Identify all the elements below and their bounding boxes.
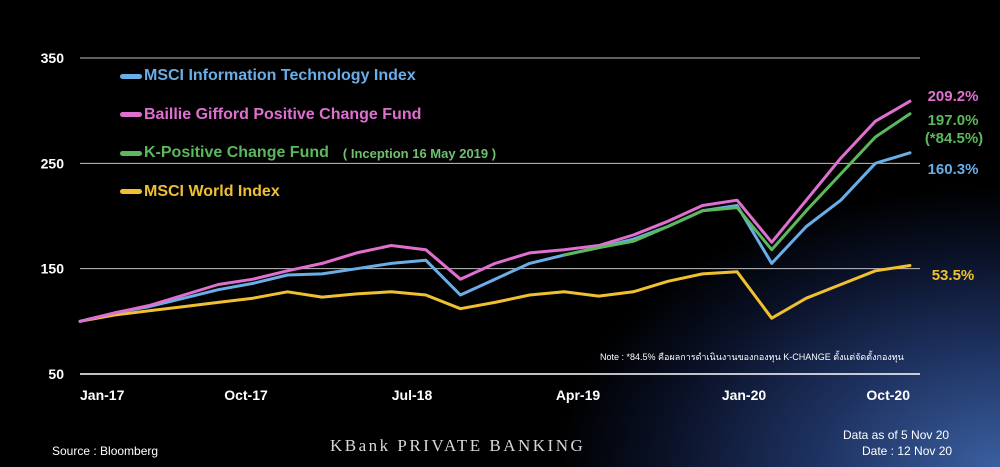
x-tick-label: Jul-18 (392, 387, 433, 403)
legend-swatch (120, 112, 142, 117)
legend-item: MSCI Information Technology Index (120, 66, 496, 86)
legend-label-msci-world: MSCI World Index (144, 182, 280, 200)
legend-item: MSCI World Index (120, 182, 496, 202)
legend-swatch (120, 189, 142, 194)
legend-item: K-Positive Change Fund ( Inception 16 Ma… (120, 143, 496, 163)
brand-logo-text: KBank PRIVATE BANKING (330, 436, 586, 455)
source-text: Source : Bloomberg (52, 444, 159, 458)
legend: MSCI Information Technology Index Bailli… (120, 66, 496, 220)
x-tick-label: Jan-20 (722, 387, 767, 403)
inception-note: ( Inception 16 May 2019 ) (342, 145, 497, 161)
end-label-k-positive: 197.0% (927, 112, 979, 129)
legend-swatch (120, 73, 142, 79)
legend-swatch (120, 150, 142, 156)
series-line-0 (78, 151, 912, 323)
x-tick-label: Oct-17 (224, 387, 268, 403)
legend-item: Baillie Gifford Positive Change Fund (120, 105, 496, 125)
end-label-baillie: 209.2% (927, 88, 979, 105)
data-as-of: Data as of 5 Nov 20 (843, 428, 950, 442)
x-tick-label: Oct-20 (866, 387, 910, 403)
series-line-1 (78, 99, 912, 323)
report-date: Date : 12 Nov 20 (862, 444, 953, 458)
end-label-msci-world: 53.5% (931, 267, 975, 284)
x-tick-label: Jan-17 (80, 387, 125, 403)
legend-label-msci-it: MSCI Information Technology Index (144, 67, 416, 84)
legend-label-baillie-gifford: Baillie Gifford Positive Change Fund (144, 105, 422, 123)
series-line-2 (562, 112, 912, 257)
y-tick-label: 250 (41, 155, 65, 171)
legend-label-k-positive: K-Positive Change Fund (144, 144, 329, 161)
footnote: Note : *84.5% คือผลการดำเนินงานของกองทุน… (600, 352, 904, 362)
y-tick-label: 350 (41, 50, 65, 66)
end-label-msci-it: 160.3% (927, 161, 979, 178)
y-tick-label: 150 (41, 261, 65, 277)
y-tick-label: 50 (48, 366, 64, 382)
x-tick-label: Apr-19 (556, 387, 601, 403)
end-label-k-change: (*84.5%) (924, 130, 984, 147)
series-line-3 (78, 264, 912, 323)
